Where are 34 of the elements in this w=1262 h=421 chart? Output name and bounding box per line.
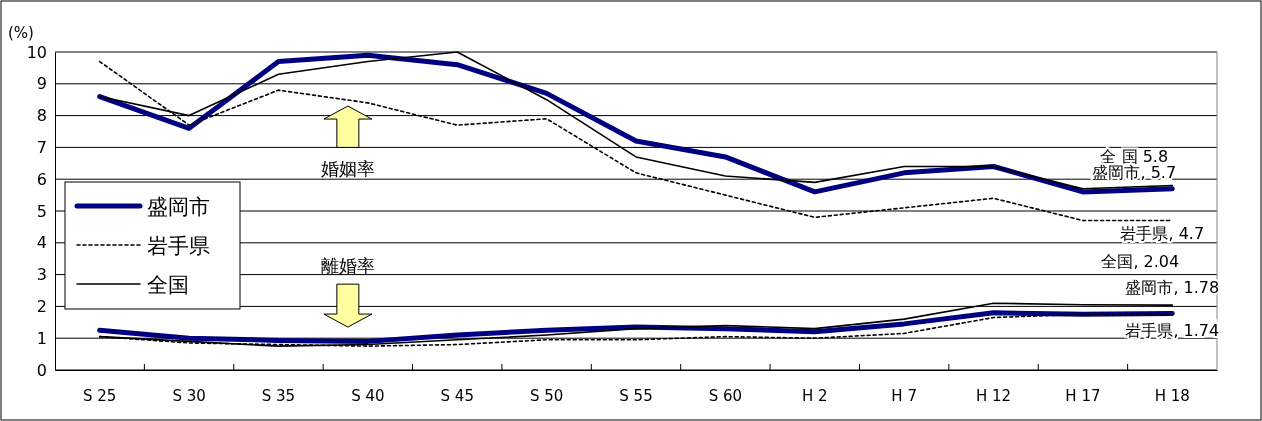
annotation: 離婚率	[320, 254, 375, 276]
x-tick-label: S 50	[529, 386, 564, 405]
x-tick-label: H 12	[975, 386, 1012, 405]
y-tick-label: 8	[36, 106, 47, 126]
legend-label: 岩手県	[147, 234, 210, 258]
annotation: 婚姻率	[320, 158, 375, 180]
x-tick-label: S 25	[83, 386, 117, 405]
x-tick-label: S 55	[619, 386, 653, 405]
x-tick-label: H 2	[801, 386, 828, 405]
x-tick-label: H 17	[1065, 386, 1101, 405]
annotation: 岩手県, 1.74	[1125, 320, 1220, 340]
y-tick-label: 6	[36, 169, 47, 189]
x-tick-label: H 18	[1154, 386, 1190, 405]
annotation: 岩手県, 4.7	[1120, 223, 1205, 243]
x-tick-label: S 35	[261, 386, 296, 405]
legend-label: 盛岡市	[147, 195, 210, 219]
x-tick-label: S 30	[172, 386, 206, 405]
legend-label: 全国	[147, 273, 189, 297]
y-tick-label: 7	[36, 138, 47, 158]
x-tick-label: S 60	[708, 386, 743, 405]
annotation: 盛岡市, 1.78	[1125, 278, 1220, 298]
x-tick-label: S 45	[440, 386, 474, 405]
y-tick-label: 1	[36, 328, 47, 348]
y-tick-label: 2	[36, 297, 47, 317]
y-tick-label: 10	[26, 42, 47, 62]
x-tick-label: S 40	[351, 386, 385, 405]
y-tick-label: 3	[36, 265, 47, 285]
x-tick-label: H 7	[891, 386, 917, 405]
y-tick-label: 4	[36, 233, 47, 253]
y-tick-label: 0	[36, 360, 47, 380]
y-tick-label: 9	[36, 74, 47, 94]
y-axis-title: (%)	[8, 24, 34, 42]
y-tick-label: 5	[36, 201, 47, 221]
annotation: 全国, 2.04	[1101, 252, 1180, 272]
